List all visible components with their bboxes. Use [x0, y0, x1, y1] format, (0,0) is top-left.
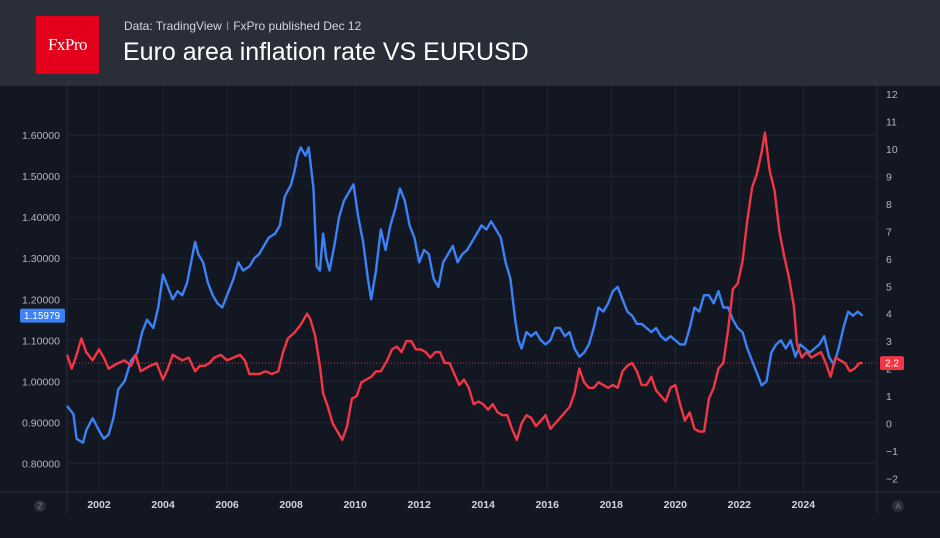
right-corner-label: A — [895, 502, 901, 511]
fxpro-logo: FxPro — [36, 16, 99, 74]
x-tick-label: 2012 — [407, 499, 431, 511]
source-line: Data: TradingView I FxPro published Dec 12 — [124, 19, 361, 33]
right-tick-label: 5 — [886, 281, 892, 293]
right-corner-marker — [892, 500, 904, 512]
x-tick-label: 2020 — [664, 499, 688, 511]
left-tick-label: 1.30000 — [22, 253, 60, 265]
right-tick-label: 11 — [886, 117, 897, 129]
x-tick-label: 2016 — [536, 499, 560, 511]
inflation-last-value-label: 2.2 — [885, 359, 899, 370]
x-tick-label: 2018 — [600, 499, 624, 511]
x-tick-label: 2024 — [792, 499, 816, 511]
right-tick-label: 9 — [886, 172, 892, 184]
left-tick-label: 1.50000 — [22, 171, 60, 183]
x-tick-label: 2010 — [343, 499, 367, 511]
left-corner-label: Z — [38, 502, 43, 511]
right-tick-label: 1 — [886, 391, 892, 403]
x-tick-label: 2002 — [87, 499, 111, 511]
eurusd-series-line — [66, 146, 864, 444]
x-tick-label: 2006 — [215, 499, 239, 511]
x-tick-label: 2004 — [151, 499, 175, 511]
chart-title: Euro area inflation rate VS EURUSD — [123, 38, 529, 66]
right-tick-label: 6 — [886, 254, 892, 266]
data-source-text: Data: TradingView — [124, 19, 222, 33]
right-tick-label: 10 — [886, 144, 898, 156]
x-tick-label: 2008 — [279, 499, 303, 511]
left-tick-label: 1.00000 — [22, 376, 60, 388]
left-tick-label: 1.40000 — [22, 212, 60, 224]
eurusd-last-value-label: 1.15979 — [24, 311, 61, 322]
right-tick-label: −2 — [886, 473, 898, 485]
inflation-last-value-badge — [880, 356, 904, 371]
right-tick-label: 4 — [886, 309, 892, 321]
eurusd-last-value-badge — [20, 308, 65, 323]
chart-svg: 0.80000 0.90000 1.00000 1.10000 1.20000 1.300… — [0, 86, 940, 514]
inflation-series-line — [65, 131, 863, 442]
right-tick-label: 12 — [886, 89, 898, 101]
separator: I — [225, 19, 230, 33]
left-tick-label: 0.90000 — [22, 417, 60, 429]
right-tick-label: 8 — [886, 199, 892, 211]
left-tick-label: 1.20000 — [22, 294, 60, 306]
right-tick-label: −1 — [886, 446, 898, 458]
left-tick-label: 1.60000 — [22, 130, 60, 142]
left-corner-marker — [34, 500, 46, 512]
x-tick-label: 2022 — [728, 499, 752, 511]
chart-area: 0.80000 0.90000 1.00000 1.10000 1.20000 1.300… — [0, 86, 940, 538]
published-text: FxPro published Dec 12 — [233, 19, 362, 33]
left-tick-label: 0.80000 — [22, 458, 60, 470]
left-tick-label: 1.10000 — [22, 335, 60, 347]
x-tick-label: 2014 — [472, 499, 496, 511]
right-tick-label: 3 — [886, 336, 892, 348]
right-tick-label: 7 — [886, 226, 892, 238]
right-tick-label: 0 — [886, 418, 892, 430]
chart-header: FxPro Data: TradingView I FxPro published … — [0, 0, 940, 86]
